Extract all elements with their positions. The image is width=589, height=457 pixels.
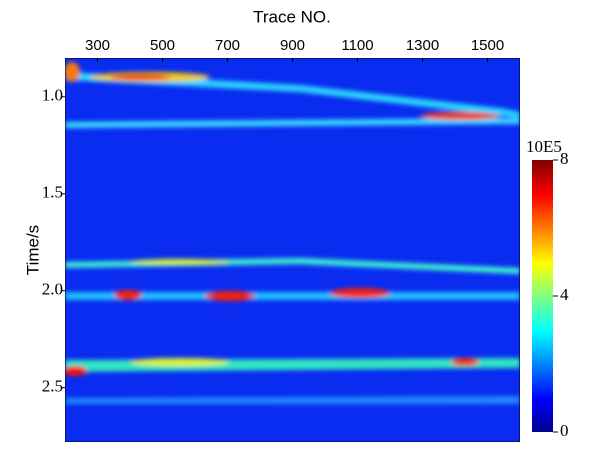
colorbar-tick-label: 8 (560, 149, 569, 168)
colorbar-tick-label: 0 (560, 421, 569, 440)
x-tick-label: 700 (215, 37, 240, 54)
chart-title: Trace NO. (253, 7, 331, 26)
x-tick-label: 500 (150, 37, 175, 54)
colorbar-label: 10E5 (526, 137, 562, 156)
y-tick-label: 2.0 (42, 280, 63, 299)
x-tick-label: 300 (85, 37, 110, 54)
x-tick-label: 1500 (471, 37, 504, 54)
x-tick-label: 1300 (406, 37, 439, 54)
colorbar (532, 160, 553, 432)
y-tick-label: 1.5 (42, 183, 63, 202)
seismic-image (65, 58, 520, 442)
y-tick-label: 1.0 (42, 86, 63, 105)
x-tick-label: 900 (280, 37, 305, 54)
x-tick-label: 1100 (341, 37, 373, 54)
y-tick-label: 2.5 (42, 377, 63, 396)
y-axis-label: Time/s (23, 225, 42, 275)
colorbar-tick-label: 4 (560, 285, 569, 304)
